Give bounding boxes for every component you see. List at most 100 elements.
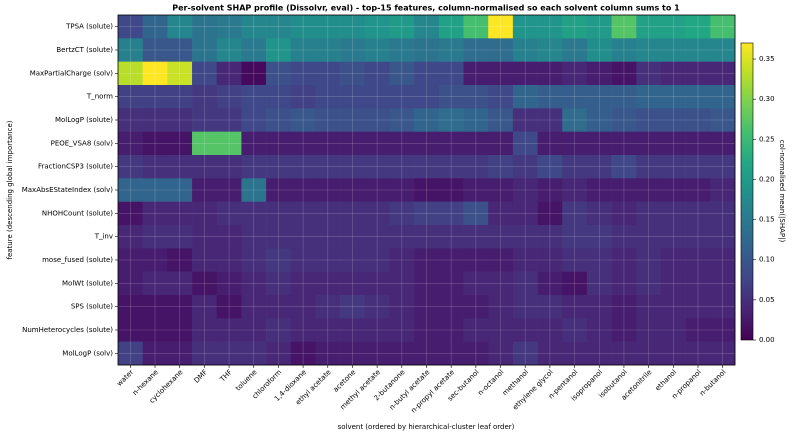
x-tick-label: n-propyl acetate (410, 368, 456, 414)
heatmap-cell (389, 85, 415, 109)
heatmap-cell (586, 15, 612, 39)
heatmap-cell (710, 201, 736, 226)
heatmap-cell (340, 248, 366, 272)
heatmap-cell (463, 248, 489, 272)
heatmap-cell (685, 271, 711, 296)
heatmap-cell (438, 155, 464, 179)
heatmap-cell (562, 225, 588, 249)
heatmap-cell (537, 155, 563, 179)
heatmap-cell (364, 85, 390, 109)
heatmap-cell (611, 201, 637, 226)
heatmap-cell (315, 271, 341, 296)
heatmap-cell (241, 15, 267, 39)
heatmap-cell (660, 271, 686, 296)
heatmap-cell (660, 38, 686, 62)
heatmap-cell (340, 108, 366, 132)
heatmap-cell (340, 201, 366, 226)
heatmap-cell (192, 38, 218, 62)
heatmap-cell (636, 178, 662, 202)
heatmap-cell (315, 61, 341, 86)
y-tick-label: MolWt (solute) (62, 279, 113, 287)
heatmap-cell (118, 85, 143, 109)
heatmap-cell (537, 85, 563, 109)
heatmap-cell (340, 225, 366, 249)
heatmap-cell (389, 61, 415, 86)
y-tick-label: mose_fused (solute) (42, 256, 113, 264)
y-tick-label: NumHeterocycles (solute) (22, 326, 113, 334)
heatmap-cell (438, 131, 464, 156)
heatmap-cell (118, 341, 143, 366)
heatmap-cell (660, 85, 686, 109)
heatmap-cell (118, 271, 143, 296)
heatmap-cell (266, 341, 292, 366)
heatmap-cell (463, 155, 489, 179)
heatmap-cell (142, 85, 168, 109)
heatmap-cell (537, 295, 563, 319)
heatmap-cell (290, 108, 316, 132)
heatmap-cell (241, 318, 267, 342)
heatmap-cell (414, 201, 440, 226)
heatmap-cell (636, 38, 662, 62)
heatmap-cell (488, 201, 514, 226)
heatmap-cell (660, 108, 686, 132)
heatmap-cell (611, 341, 637, 366)
heatmap-cell (340, 38, 366, 62)
heatmap-cell (315, 15, 341, 39)
colorbar-tick-label: 0.35 (759, 55, 775, 63)
x-tick-label: DMF (193, 368, 210, 385)
heatmap-cell (586, 271, 612, 296)
heatmap-cell (216, 201, 242, 226)
heatmap-cell (562, 85, 588, 109)
heatmap-cell (636, 271, 662, 296)
heatmap-cell (290, 318, 316, 342)
heatmap-cell (142, 108, 168, 132)
heatmap-cell (142, 38, 168, 62)
y-tick-label: FractionCSP3 (solute) (38, 163, 113, 171)
heatmap-cell (685, 131, 711, 156)
heatmap-cell (562, 248, 588, 272)
heatmap-cell (241, 201, 267, 226)
heatmap-cell (710, 155, 736, 179)
heatmap-cell (290, 225, 316, 249)
heatmap-cell (512, 85, 538, 109)
heatmap-cell (463, 85, 489, 109)
heatmap-cell (488, 271, 514, 296)
heatmap-cell (364, 318, 390, 342)
heatmap-cell (364, 271, 390, 296)
heatmap-cell (537, 178, 563, 202)
heatmap-cell (537, 131, 563, 156)
y-tick-label: MaxPartialCharge (solv) (30, 69, 114, 77)
heatmap-cell (636, 61, 662, 86)
heatmap-cell (315, 178, 341, 202)
heatmap-cell (142, 61, 168, 86)
heatmap-cell (414, 248, 440, 272)
y-tick-label: T_norm (86, 93, 113, 101)
heatmap-cell (389, 318, 415, 342)
heatmap-cell (710, 108, 736, 132)
heatmap-cell (463, 61, 489, 86)
heatmap-cell (315, 295, 341, 319)
heatmap-cell (710, 61, 736, 86)
heatmap-cell (340, 131, 366, 156)
heatmap-cell (685, 38, 711, 62)
heatmap-cell (142, 295, 168, 319)
heatmap-cell (414, 131, 440, 156)
heatmap-cell (266, 318, 292, 342)
heatmap-cell (315, 85, 341, 109)
heatmap-cell (512, 295, 538, 319)
heatmap-cell (167, 248, 193, 272)
heatmap-cell (389, 178, 415, 202)
heatmap-cell (364, 225, 390, 249)
heatmap-cell (586, 201, 612, 226)
heatmap-cell (537, 61, 563, 86)
heatmap-cell (611, 318, 637, 342)
heatmap-cell (710, 248, 736, 272)
heatmap-cell (586, 295, 612, 319)
heatmap-cell (266, 15, 292, 39)
heatmap-cell (438, 225, 464, 249)
heatmap-cell (636, 248, 662, 272)
x-tick-label: n-butanol (698, 368, 727, 397)
heatmap-cell (118, 295, 143, 319)
heatmap-cell (216, 131, 242, 156)
heatmap-cell (537, 15, 563, 39)
